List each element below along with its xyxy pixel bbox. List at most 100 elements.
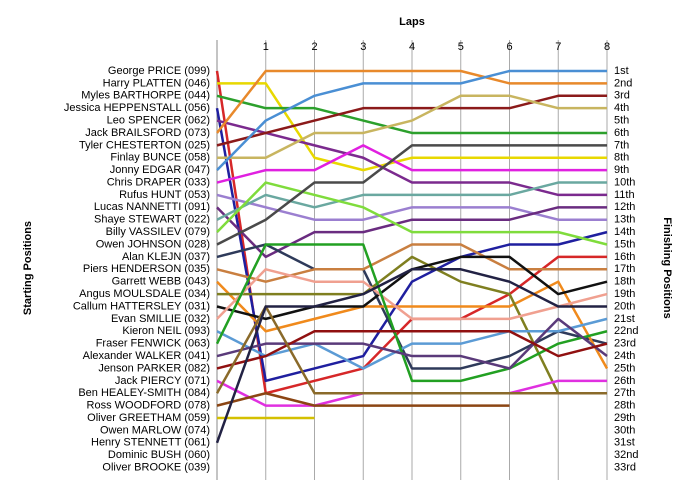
- y-axis-label: Starting Positions: [22, 221, 34, 315]
- series-line: [216, 144, 607, 246]
- y2-tick-label: 1st: [614, 65, 629, 77]
- y2-tick-label: 20th: [614, 300, 635, 312]
- y2-tick-label: 2nd: [614, 77, 632, 89]
- y2-tick-label: 27th: [614, 387, 635, 399]
- start-label: Jenson PARKER (082): [98, 362, 210, 374]
- y2-tick-label: 11th: [614, 189, 635, 201]
- x-tick-label: 3: [360, 41, 366, 53]
- series-line: [216, 144, 607, 184]
- series-line: [217, 94, 607, 159]
- series-line: [216, 243, 607, 283]
- series-line: [216, 243, 608, 370]
- start-label: Jack PIERCY (071): [115, 375, 210, 387]
- start-label: Alan KLEJN (037): [122, 251, 210, 263]
- start-label: Billy VASSILEV (079): [106, 226, 210, 238]
- series-line: [217, 255, 607, 395]
- x-tick-label: 5: [458, 41, 464, 53]
- series-line: [216, 391, 510, 407]
- series-line: [216, 280, 609, 370]
- series-line: [215, 305, 607, 395]
- series-line: [216, 193, 607, 221]
- x-axis-label: Laps: [399, 16, 425, 28]
- y2-tick-label: 14th: [614, 226, 635, 238]
- x-tick-label: 6: [506, 41, 512, 53]
- start-label: Angus MOULSDALE (034): [79, 288, 210, 300]
- start-label: Oliver BROOKE (039): [102, 462, 210, 474]
- start-label: Rufus HUNT (053): [119, 189, 210, 201]
- start-label: Fraser FENWICK (063): [96, 338, 210, 350]
- start-label: Tyler CHESTERTON (025): [79, 139, 210, 151]
- series-line: [216, 69, 607, 172]
- y2-tick-label: 24th: [614, 350, 635, 362]
- start-label: George PRICE (099): [108, 65, 210, 77]
- start-label: Lucas NANNETTI (091): [94, 201, 210, 213]
- series-line: [216, 94, 607, 135]
- y2-tick-label: 28th: [614, 400, 635, 412]
- y2-tick-label: 5th: [614, 114, 629, 126]
- start-label: Chris DRAPER (033): [107, 176, 210, 188]
- start-label: Kieron NEIL (093): [122, 325, 210, 337]
- start-label: Myles BARTHORPE (044): [81, 90, 210, 102]
- y2-tick-label: 18th: [614, 276, 635, 288]
- y2-tick-label: 32nd: [614, 449, 638, 461]
- y2-tick-label: 17th: [614, 263, 635, 275]
- start-label: Leo SPENCER (062): [107, 114, 210, 126]
- start-label: Owen MARLOW (074): [100, 424, 210, 436]
- y2-tick-label: 29th: [614, 412, 635, 424]
- y2-tick-label: 7th: [614, 139, 629, 151]
- y2-tick-label: 12th: [614, 201, 635, 213]
- y2-tick-label: 3rd: [614, 90, 630, 102]
- series-line: [216, 206, 607, 259]
- series-line: [216, 69, 607, 134]
- start-label: Ben HEALEY-SMITH (084): [78, 387, 210, 399]
- x-tick-label: 7: [555, 41, 561, 53]
- x-tick-label: 8: [604, 41, 610, 53]
- y2-tick-label: 30th: [614, 424, 635, 436]
- y2-axis-label: Finishing Positions: [661, 217, 673, 318]
- start-label: Oliver GREETHAM (059): [87, 412, 210, 424]
- y2-tick-label: 10th: [614, 176, 635, 188]
- start-label: Henry STENNETT (061): [91, 437, 210, 449]
- start-label: Jonny EDGAR (047): [110, 164, 210, 176]
- series-line: [216, 181, 608, 246]
- series-line: [216, 317, 608, 370]
- y2-tick-label: 33rd: [614, 462, 636, 474]
- start-label: Piers HENDERSON (035): [83, 263, 210, 275]
- x-tick-label: 1: [263, 41, 269, 53]
- y2-tick-label: 31st: [614, 437, 635, 449]
- start-label: Ross WOODFORD (078): [87, 400, 210, 412]
- y2-tick-label: 23rd: [614, 338, 636, 350]
- y2-tick-label: 13th: [614, 214, 635, 226]
- series-line: [215, 268, 607, 444]
- y2-tick-label: 15th: [614, 238, 635, 250]
- y2-tick-label: 22nd: [614, 325, 638, 337]
- y2-tick-label: 26th: [614, 375, 635, 387]
- series-line: [216, 119, 607, 197]
- y2-tick-label: 6th: [614, 127, 629, 139]
- y2-tick-label: 9th: [614, 164, 629, 176]
- series-line: [216, 317, 608, 370]
- series-line: [215, 107, 608, 383]
- y2-tick-label: 4th: [614, 102, 629, 114]
- y2-tick-label: 21st: [614, 313, 635, 325]
- start-label: Dominic BUSH (060): [108, 449, 210, 461]
- start-label: Jessica HEPPENSTALL (056): [64, 102, 210, 114]
- x-tick-label: 4: [409, 41, 415, 53]
- series-line: [216, 268, 608, 321]
- start-label: Garrett WEBB (043): [112, 276, 210, 288]
- start-label: Owen JOHNSON (028): [96, 238, 210, 250]
- start-label: Callum HATTERSLEY (031): [73, 300, 210, 312]
- start-label: Shaye STEWART (022): [94, 214, 210, 226]
- y2-tick-label: 19th: [614, 288, 635, 300]
- series-line: [216, 181, 607, 221]
- y2-tick-label: 25th: [614, 362, 635, 374]
- y2-tick-label: 16th: [614, 251, 635, 263]
- x-tick-label: 2: [311, 41, 317, 53]
- start-label: Finlay BUNCE (058): [110, 152, 210, 164]
- start-label: Alexander WALKER (041): [83, 350, 210, 362]
- series-line: [216, 94, 607, 147]
- start-label: Evan SMILLIE (032): [111, 313, 210, 325]
- start-label: Jack BRAILSFORD (073): [85, 127, 210, 139]
- start-label: Harry PLATTEN (046): [103, 77, 210, 89]
